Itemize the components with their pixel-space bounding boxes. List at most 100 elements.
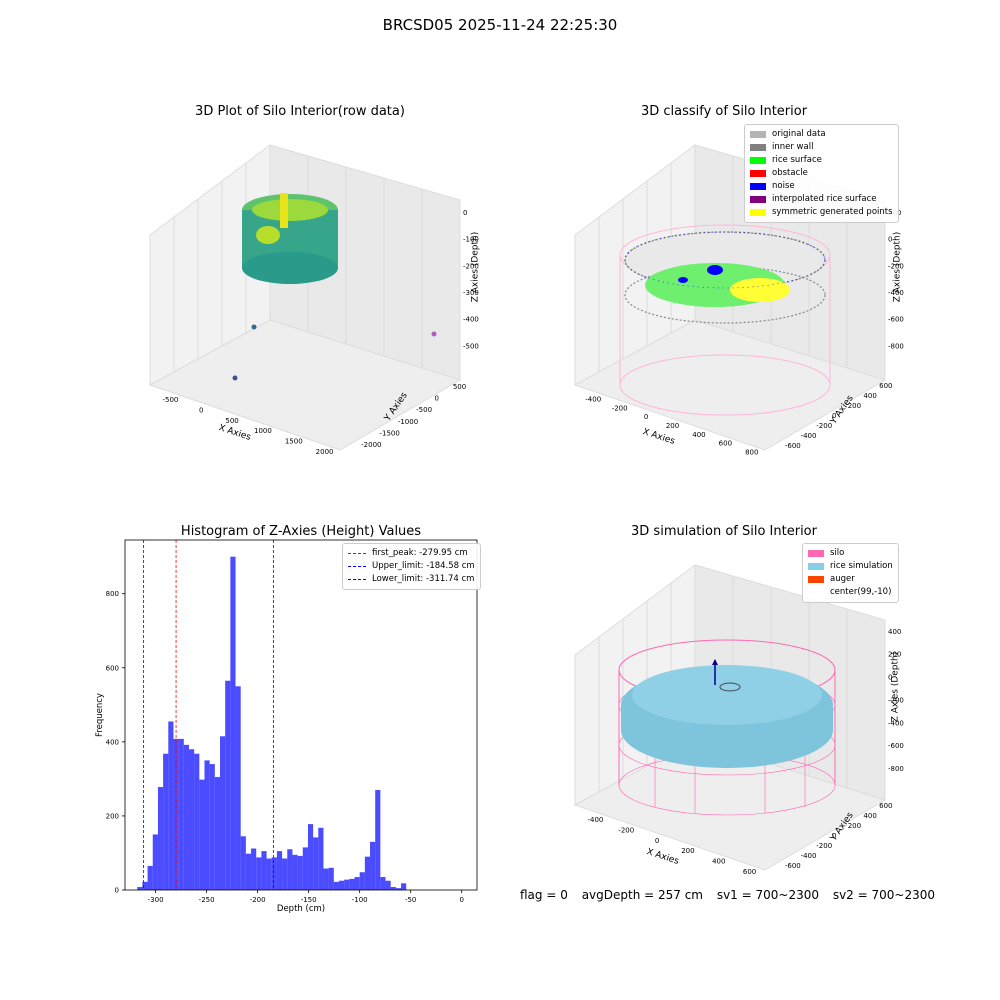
- raw-ytick: 500: [453, 383, 466, 391]
- histogram-legend-label: first_peak: -279.95 cm: [372, 548, 468, 558]
- simulation-ztick: -200: [888, 696, 904, 704]
- histogram-xtick-label: -200: [250, 896, 266, 904]
- simulation-ytick: 200: [848, 822, 861, 830]
- histogram-bar: [395, 888, 402, 890]
- classify-xtick: -400: [585, 395, 601, 403]
- simulation-ytick: 0: [832, 832, 836, 840]
- histogram-bar: [235, 686, 241, 890]
- histogram-frame: [124, 539, 478, 891]
- simulation-legend-swatch: [808, 589, 824, 596]
- histogram-bar: [380, 877, 386, 890]
- classify-legend-item: original data: [750, 128, 893, 141]
- classify-xtick: 800: [745, 449, 758, 457]
- histogram-bar: [328, 867, 334, 890]
- auger-marker: [712, 659, 741, 692]
- simulation-ztick: -400: [888, 719, 904, 727]
- raw-ztick: -500: [463, 342, 479, 350]
- simulation-legend-swatch: [808, 563, 824, 570]
- classify-legend-item: rice surface: [750, 154, 893, 167]
- histogram-bar: [307, 824, 314, 890]
- histogram-ytick-label: 200: [106, 812, 119, 820]
- raw-xtick: 1000: [254, 427, 272, 435]
- classify-legend-swatch: [750, 170, 766, 177]
- simulation-ztick: -800: [888, 765, 904, 773]
- raw-xtick: 500: [225, 417, 238, 425]
- classify-legend-label: interpolated rice surface: [772, 194, 877, 204]
- raw-ytick: -500: [416, 406, 432, 414]
- simulation-ytick: 400: [863, 812, 876, 820]
- histogram-bar: [276, 851, 283, 890]
- histogram-bar: [364, 856, 371, 890]
- histogram-bar: [261, 851, 267, 890]
- classify-ytick: 400: [863, 392, 876, 400]
- histogram-bar: [209, 764, 215, 890]
- histogram-xtick-label: -300: [148, 896, 164, 904]
- histogram-bar: [287, 849, 293, 890]
- histogram-ytick-label: 600: [106, 664, 119, 672]
- histogram-chart: -300 -250 -200 -150 -100 -50 0 0 200 400 600 800 D…: [95, 539, 478, 914]
- classify-3d-plot: -400-2000200400600800-600-400-2000200400…: [573, 144, 904, 457]
- simulation-legend-label: center(99,-10): [830, 587, 892, 597]
- histogram-bar: [390, 887, 396, 890]
- classify-ytick: 0: [832, 412, 836, 420]
- histogram-bar: [333, 881, 339, 890]
- histogram-bar: [271, 857, 277, 890]
- classify-legend-swatch: [750, 196, 766, 203]
- classify-ytick: -600: [785, 442, 801, 450]
- simulation-ztick: 400: [888, 628, 901, 636]
- simulation-legend-item: silo: [808, 547, 893, 560]
- raw-ztick: -200: [463, 262, 479, 270]
- classify-xtick: -200: [612, 404, 628, 412]
- raw-ytick: -1500: [380, 430, 400, 438]
- classify-legend-item: obstacle: [750, 167, 893, 180]
- simulation-xtick: 600: [743, 868, 756, 876]
- classify-legend-swatch: [750, 131, 766, 138]
- histogram-bar: [302, 847, 308, 890]
- histogram-bar: [214, 777, 221, 890]
- histogram-legend-swatch: [348, 553, 366, 554]
- classify-ztick: -400: [888, 289, 904, 297]
- histogram-bar: [256, 857, 262, 890]
- histogram-xtick-label: 0: [459, 896, 463, 904]
- classify-xtick: 600: [719, 440, 732, 448]
- raw-point-cloud: [232, 193, 437, 381]
- simulation-ztick: 0: [888, 674, 892, 682]
- classify-legend-label: original data: [772, 129, 826, 139]
- classify-legend-label: obstacle: [772, 168, 808, 178]
- simulation-xtick: 400: [712, 858, 725, 866]
- histogram-legend-label: Lower_limit: -311.74 cm: [372, 574, 475, 584]
- histogram-bar: [245, 853, 252, 890]
- simulation-legend-item: center(99,-10): [808, 586, 893, 599]
- raw-xtick: 0: [199, 407, 203, 415]
- classify-ytick: -200: [816, 422, 832, 430]
- raw-plot-title: 3D Plot of Silo Interior(row data): [195, 104, 405, 119]
- histogram-ytick-label: 0: [115, 887, 119, 895]
- simulation-ztick: 200: [888, 651, 901, 659]
- classify-legend-swatch: [750, 157, 766, 164]
- histogram-bar: [163, 753, 169, 890]
- raw-ztick: -300: [463, 289, 479, 297]
- classify-xtick: 400: [692, 431, 705, 439]
- classify-legend-item: interpolated rice surface: [750, 193, 893, 206]
- histogram-bar: [344, 879, 350, 890]
- histogram-legend-swatch: [348, 566, 366, 567]
- histogram-bar: [385, 880, 391, 890]
- simulation-legend-swatch: [808, 576, 824, 583]
- raw-xtick: 2000: [316, 448, 334, 456]
- simulation-ytick: -600: [785, 862, 801, 870]
- raw-xtick: 1500: [285, 438, 303, 446]
- histogram-legend-item: Upper_limit: -184.58 cm: [348, 560, 475, 573]
- raw-3d-plot: -5000500100015002000-2000-1500-1000-5000…: [148, 144, 479, 456]
- classify-xtick: 0: [644, 413, 648, 421]
- classify-plot-title: 3D classify of Silo Interior: [640, 104, 808, 119]
- classify-xtick: 200: [666, 422, 679, 430]
- classify-legend-item: symmetric generated points: [750, 206, 893, 219]
- classify-legend-swatch: [750, 144, 766, 151]
- classify-ytick: 200: [848, 402, 861, 410]
- simulation-ytick: -400: [801, 852, 817, 860]
- raw-ytick: -1000: [398, 418, 418, 426]
- classify-legend-item: inner wall: [750, 141, 893, 154]
- histogram-bar: [318, 827, 324, 890]
- simulation-xtick: 0: [655, 837, 659, 845]
- histogram-bar: [137, 887, 143, 890]
